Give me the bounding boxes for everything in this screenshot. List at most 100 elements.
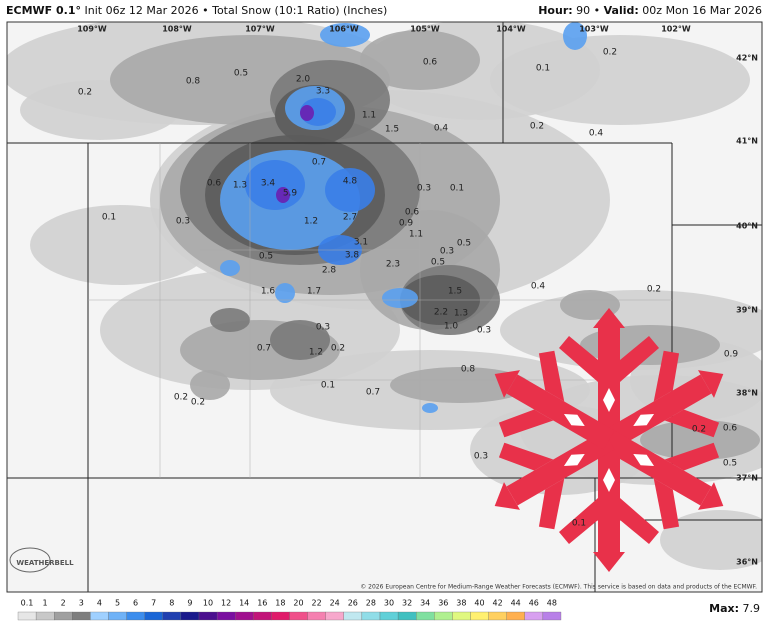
snowflake-icon [494, 308, 724, 572]
snow-amount: 0.5 [431, 258, 445, 268]
snowflake-arm [603, 430, 724, 530]
hour-label: Hour: [538, 4, 572, 17]
legend-swatch [253, 611, 272, 621]
model: ECMWF 0.1° [6, 4, 81, 17]
snow-shading [320, 23, 370, 47]
longitude-label: 103°W [579, 25, 609, 34]
snow-shading [660, 510, 762, 570]
legend-tick: 8 [169, 599, 174, 608]
snow-amount: 1.6 [261, 287, 276, 297]
arm-tip [593, 308, 625, 328]
arm-branch [538, 350, 565, 402]
arm-tip [494, 482, 521, 510]
legend-tick: 5 [115, 599, 120, 608]
snow-amount: 2.7 [343, 213, 357, 223]
snow-shading [325, 168, 375, 212]
legend-swatch [434, 611, 453, 621]
snow-amount: 1.0 [444, 322, 459, 332]
snow-amount: 1.1 [409, 230, 423, 240]
snow-amount: 1.5 [448, 287, 462, 297]
legend-tick: 7 [151, 599, 156, 608]
arm-branch [538, 478, 565, 530]
arm-branch [620, 336, 659, 382]
snow-shading [300, 105, 314, 121]
map-frame [6, 21, 763, 593]
legend-tick: 30 [384, 599, 394, 608]
legend-tick: 1 [43, 599, 48, 608]
snow-amount: 0.4 [589, 129, 604, 139]
legend-tick: 32 [402, 599, 412, 608]
legend-tick: 16 [257, 599, 267, 608]
snow-shading [270, 320, 330, 360]
snow-amount: 0.4 [434, 124, 449, 134]
snow-shading [560, 290, 620, 320]
arm-tip [494, 370, 521, 398]
snow-amount: 0.2 [174, 393, 188, 403]
snow-amount: 0.5 [259, 252, 273, 262]
snow-amount: 5.9 [283, 189, 298, 199]
separator: • [594, 4, 601, 17]
longitude-label: 107°W [245, 25, 275, 34]
separator: • [202, 4, 209, 17]
snow-amount: 2.3 [386, 260, 400, 270]
snow-shading [422, 403, 438, 413]
longitude-label: 109°W [77, 25, 107, 34]
arm-inner [563, 454, 585, 466]
header-left: ECMWF 0.1° Init 06z 12 Mar 2026 • Total … [6, 4, 387, 17]
legend-swatch [325, 611, 344, 621]
longitude-label: 106°W [329, 25, 359, 34]
arm-branch [559, 498, 598, 544]
header-right: Hour: 90 • Valid: 00z Mon 16 Mar 2026 [538, 4, 762, 17]
snow-amount: 0.2 [647, 285, 661, 295]
max-label: Max: [709, 602, 739, 615]
snow-amount: 0.6 [405, 208, 420, 218]
snow-amount: 0.3 [474, 452, 488, 462]
logo: WEATHERBELL [16, 559, 74, 567]
arm-tip [593, 552, 625, 572]
legend-tick: 0.1 [21, 599, 34, 608]
state-borders [7, 22, 762, 592]
snow-amount: 0.1 [536, 64, 550, 74]
snow-amount: 0.7 [366, 388, 380, 398]
arm-branch [620, 498, 659, 544]
snow-shading [276, 187, 290, 203]
legend-tick: 34 [420, 599, 430, 608]
arm-inner [603, 388, 615, 412]
arm-shaft [506, 430, 615, 506]
snow-amount: 1.3 [233, 181, 247, 191]
snow-amount: 0.4 [531, 282, 546, 292]
snow-amount: 0.2 [692, 425, 706, 435]
legend-tick: 2 [61, 599, 66, 608]
arm-branch [653, 478, 680, 530]
snow-amount: 0.1 [450, 184, 464, 194]
snow-amount: 0.2 [78, 88, 92, 98]
snow-amount: 0.9 [724, 350, 739, 360]
legend-tick: 36 [438, 599, 448, 608]
init-time: Init 06z 12 Mar 2026 [85, 4, 199, 17]
snow-shading [245, 160, 305, 210]
arm-inner [563, 414, 585, 426]
legend-swatch [289, 611, 308, 621]
longitude-label: 102°W [661, 25, 691, 34]
legend-swatch [416, 611, 435, 621]
snowflake-arm [603, 350, 724, 450]
latitude-label: 37°N [736, 474, 758, 483]
legend-swatch [397, 611, 417, 621]
legend-swatch [17, 611, 37, 621]
snow-shading [30, 205, 210, 285]
snowflake-arm [494, 430, 615, 530]
legend-tick: 9 [187, 599, 192, 608]
arm-tip [697, 370, 724, 398]
legend-tick: 12 [221, 599, 231, 608]
snow-amount: 0.9 [399, 219, 414, 229]
snow-amount: 1.2 [304, 217, 318, 227]
snow-amount: 0.3 [477, 326, 491, 336]
map-layer: 109°W 108°W 107°W 106°W 105°W 104°W 103°W 102°W… [7, 22, 762, 592]
copyright: © 2026 European Centre for Medium-Range … [360, 584, 757, 591]
snow-amount: 3.8 [345, 251, 360, 261]
legend-swatch [54, 611, 73, 621]
legend-swatch [524, 611, 544, 621]
snow-amount: 3.4 [261, 179, 276, 189]
snow-amount: 0.5 [234, 69, 248, 79]
legend-swatch [72, 611, 91, 621]
